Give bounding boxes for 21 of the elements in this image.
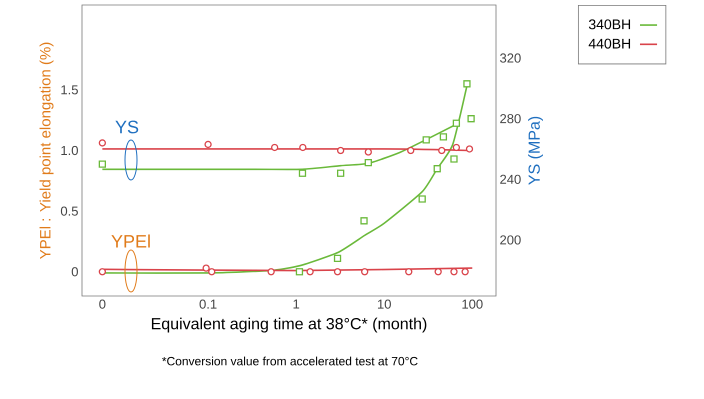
x-axis-title: Equivalent aging time at 38°C* (month) <box>152 318 426 333</box>
y-tick-label: 0.5 <box>60 206 78 216</box>
y2-axis-title: YS (MPa) <box>528 116 543 185</box>
annotation: YPEl <box>111 234 150 248</box>
x-tick-label: 0 <box>99 300 106 309</box>
x-tick-label: 10 <box>378 300 391 309</box>
y-axis-title: YPEl : Yield point elongation (%) <box>40 42 54 259</box>
y2-tick-label: 240 <box>500 174 521 184</box>
y-tick-label: 0 <box>72 267 78 276</box>
annotation: YS <box>115 120 138 134</box>
x-tick-label: 1 <box>294 300 300 308</box>
x-tick-label: 100 <box>462 300 483 309</box>
y2-tick-label: 280 <box>500 114 521 124</box>
x-tick-label: 0.1 <box>200 300 216 309</box>
y-tick-label: 1.5 <box>61 85 78 94</box>
text: *Conversion value from accelerated test at 70°C <box>162 356 418 366</box>
legend-label: 440BH <box>588 38 630 49</box>
legend-label: 340BH <box>588 19 630 30</box>
y2-tick-label: 320 <box>500 53 521 63</box>
y2-tick-label: 200 <box>500 235 521 245</box>
y-tick-label: 1.0 <box>61 146 78 156</box>
